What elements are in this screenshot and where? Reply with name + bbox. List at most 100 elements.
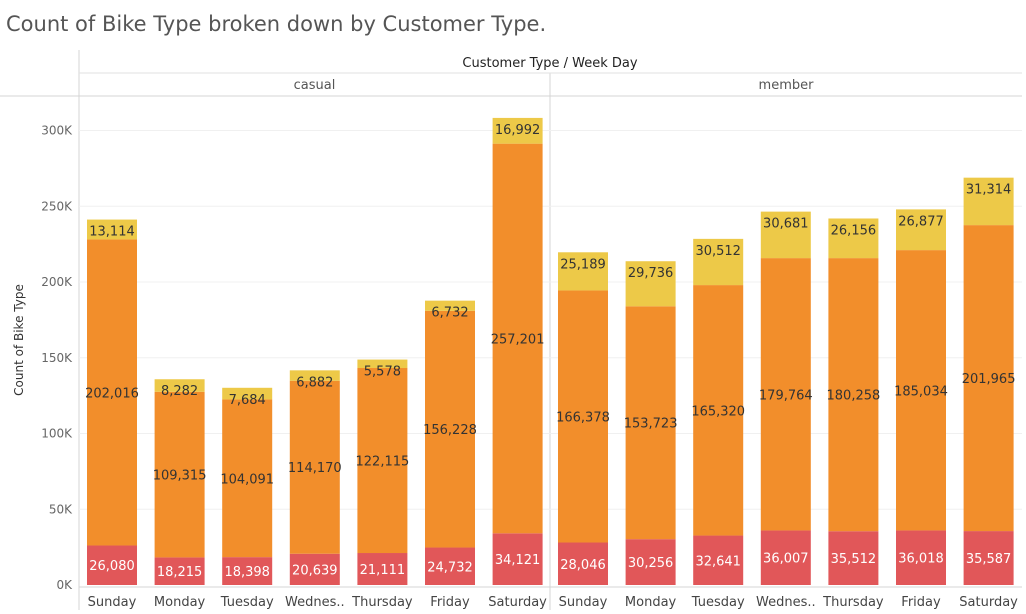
- data-label: 201,965: [962, 372, 1016, 387]
- data-label: 36,018: [898, 552, 944, 567]
- data-label: 35,587: [966, 552, 1012, 567]
- data-label: 26,080: [89, 559, 135, 574]
- y-tick-label: 0K: [56, 578, 73, 592]
- data-label: 180,258: [827, 389, 881, 404]
- data-label: 179,764: [759, 388, 813, 403]
- y-axis-label: Count of Bike Type: [12, 284, 26, 396]
- y-tick-label: 50K: [49, 502, 73, 516]
- bar-segment: [693, 535, 744, 585]
- data-label: 13,114: [89, 225, 135, 240]
- data-label: 36,007: [763, 552, 809, 567]
- bar-segment: [693, 285, 744, 536]
- data-label: 166,378: [556, 410, 610, 425]
- bar-segment: [492, 533, 543, 585]
- x-tick-label: Friday: [901, 595, 941, 610]
- bar-segment: [896, 530, 946, 585]
- data-label: 24,732: [427, 560, 473, 575]
- bar-segment: [289, 553, 340, 585]
- bar-segment: [896, 250, 946, 531]
- data-label: 35,512: [831, 552, 877, 567]
- data-label: 31,314: [966, 183, 1012, 198]
- bar-segment: [896, 209, 946, 251]
- data-label: 153,723: [624, 417, 678, 432]
- bar-segment: [289, 370, 340, 381]
- panel-header: casual: [294, 78, 336, 93]
- bar-segment: [625, 261, 676, 307]
- bar-segment: [425, 310, 475, 548]
- y-tick-label: 200K: [41, 275, 73, 289]
- bar-segment: [828, 258, 879, 532]
- data-label: 16,992: [495, 123, 541, 138]
- data-label: 34,121: [495, 553, 541, 568]
- bar-segment: [222, 399, 273, 558]
- data-labels: 26,080 202,016 13,114 18,215 109,315 8,282 18,…: [85, 123, 1015, 580]
- data-label: 30,256: [628, 556, 674, 571]
- bar-segment: [760, 530, 811, 585]
- bar-segment: [558, 542, 608, 585]
- data-label: 8,282: [161, 384, 198, 399]
- data-label: 30,681: [763, 217, 809, 232]
- x-tick-label: Monday: [154, 595, 206, 610]
- bar-segment: [492, 117, 543, 144]
- bar-segment: [154, 379, 205, 392]
- data-label: 202,016: [85, 386, 139, 401]
- data-label: 26,877: [898, 214, 944, 229]
- bar-segment: [357, 359, 408, 369]
- x-tick-label: Tuesday: [220, 595, 274, 610]
- bar-segment: [87, 239, 137, 546]
- data-label: 18,215: [157, 565, 203, 580]
- bar-segment: [87, 545, 137, 585]
- bar-segment: [425, 547, 475, 585]
- data-label: 20,639: [292, 563, 338, 578]
- bar-segment: [357, 368, 408, 554]
- x-tick-label: Saturday: [959, 595, 1018, 610]
- bar-segment: [558, 252, 608, 291]
- y-axis-ticks: 0K 50K 100K 150K 200K 250K 300K: [41, 124, 73, 593]
- bar-segment: [625, 306, 676, 540]
- bar-segment: [492, 143, 543, 534]
- x-tick-label: Wednes..: [756, 595, 816, 610]
- x-axis-ticks: Sunday Monday Tuesday Wednes.. Thursday Frida…: [88, 595, 1019, 610]
- data-label: 156,228: [423, 423, 477, 438]
- data-label: 28,046: [560, 558, 606, 573]
- bar-segment: [760, 258, 811, 531]
- data-label: 32,641: [695, 554, 741, 569]
- x-tick-label: Sunday: [559, 595, 608, 610]
- x-tick-label: Saturday: [488, 595, 547, 610]
- y-tick-label: 100K: [41, 427, 73, 441]
- data-label: 7,684: [229, 393, 266, 408]
- x-tick-label: Thursday: [822, 595, 884, 610]
- bar-segment: [357, 553, 408, 585]
- y-tick-label: 150K: [41, 351, 73, 365]
- panel-header: member: [759, 78, 815, 93]
- chart-title: Count of Bike Type broken down by Custom…: [6, 12, 546, 36]
- data-label: 29,736: [628, 266, 674, 281]
- data-label: 30,512: [695, 244, 741, 259]
- data-label: 18,398: [224, 565, 270, 580]
- x-tick-label: Sunday: [88, 595, 137, 610]
- x-tick-label: Wednes..: [285, 595, 345, 610]
- x-tick-label: Monday: [625, 595, 677, 610]
- data-label: 6,732: [431, 306, 468, 321]
- data-label: 26,156: [831, 223, 877, 238]
- bar-segment: [425, 300, 475, 311]
- y-tick-label: 250K: [41, 199, 73, 213]
- data-label: 185,034: [894, 384, 948, 399]
- data-label: 25,189: [560, 257, 606, 272]
- bar-segment: [963, 531, 1014, 585]
- bar-segment: [693, 238, 744, 286]
- data-label: 257,201: [491, 332, 545, 347]
- bar-segment: [222, 557, 273, 585]
- chart-structure: casual member: [0, 50, 1022, 610]
- x-tick-label: Tuesday: [691, 595, 745, 610]
- bar-segment: [625, 539, 676, 585]
- data-label: 5,578: [364, 365, 401, 380]
- data-label: 104,091: [220, 472, 274, 487]
- bar-segment: [963, 177, 1014, 226]
- bars: [87, 117, 1014, 585]
- bar-segment: [963, 225, 1014, 532]
- x-tick-label: Thursday: [351, 595, 413, 610]
- data-label: 21,111: [360, 563, 406, 578]
